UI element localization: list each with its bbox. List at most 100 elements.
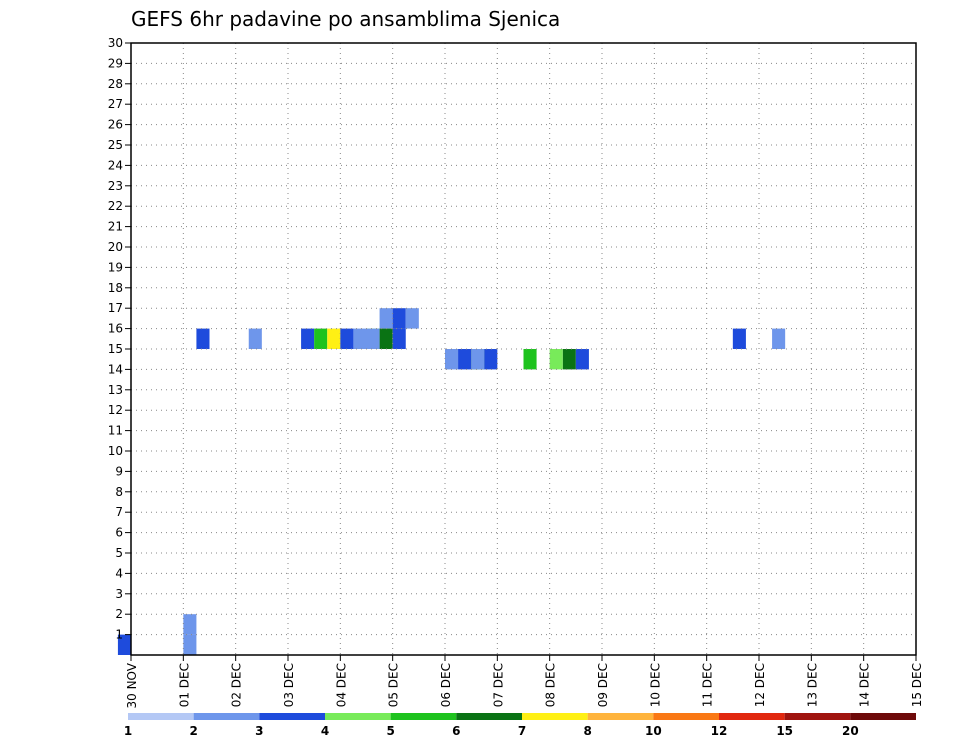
colorbar-label: 12 [711, 724, 728, 738]
x-tick-label: 02 DEC [230, 663, 244, 707]
colorbar-label: 8 [583, 724, 591, 738]
y-tick-label: 15 [108, 342, 123, 356]
y-tick-label: 8 [115, 485, 123, 499]
y-tick-label: 19 [108, 260, 123, 274]
heatmap-cell [117, 634, 131, 655]
heatmap-cell [562, 349, 576, 370]
x-tick-label: 15 DEC [910, 663, 924, 707]
colorbar-label: 3 [255, 724, 263, 738]
grid-lines [131, 43, 916, 655]
y-tick-label: 16 [108, 322, 123, 336]
colorbar-segment [784, 713, 851, 720]
y-tick-label: 20 [108, 240, 123, 254]
colorbar-label: 4 [321, 724, 329, 738]
heatmap-cell [327, 328, 341, 349]
y-tick-label: 6 [115, 526, 123, 540]
heatmap-cell [379, 308, 393, 329]
heatmap-cell [471, 349, 485, 370]
y-tick-label: 17 [108, 301, 123, 315]
x-tick-label: 06 DEC [439, 663, 453, 707]
y-tick-label: 18 [108, 281, 123, 295]
colorbar: 1 2 3 4 5 6 7 8 10 12 15 20 [124, 713, 916, 738]
y-tick-label: 4 [115, 566, 123, 580]
heatmap-cell [458, 349, 472, 370]
y-tick-label: 29 [108, 56, 123, 70]
y-tick-label: 7 [115, 505, 123, 519]
colorbar-label: 10 [645, 724, 662, 738]
colorbar-label: 2 [189, 724, 197, 738]
y-tick-label: 1 [115, 628, 123, 642]
x-tick-label: 01 DEC [177, 663, 191, 707]
heatmap-cell [405, 308, 419, 329]
colorbar-segment [193, 713, 260, 720]
heatmap-cell [772, 328, 786, 349]
x-tick-label: 08 DEC [544, 663, 558, 707]
colorbar-segment [587, 713, 654, 720]
heatmap-cell [183, 634, 197, 655]
y-tick-label: 10 [108, 444, 123, 458]
chart-title: GEFS 6hr padavine po ansamblima Sjenica [131, 7, 560, 31]
heatmap-cell [183, 614, 197, 635]
x-tick-label: 04 DEC [334, 663, 348, 707]
colorbar-label: 7 [518, 724, 526, 738]
heatmap-cell [353, 328, 367, 349]
x-axis: 30 NOV 01 DEC 02 DEC 03 DEC 04 DEC 05 DEC 06 D… [125, 655, 924, 709]
heatmap-cell [379, 328, 393, 349]
y-tick-label: 23 [108, 179, 123, 193]
y-tick-label: 21 [108, 220, 123, 234]
x-tick-label: 07 DEC [491, 663, 505, 707]
colorbar-segment [325, 713, 391, 720]
x-tick-label: 30 NOV [125, 662, 139, 708]
heatmap-cell [445, 349, 459, 370]
heatmap-cell [575, 349, 589, 370]
heatmap-cells [117, 308, 786, 655]
y-tick-label: 3 [115, 587, 123, 601]
heatmap-cell [549, 349, 563, 370]
colorbar-label: 1 [124, 724, 132, 738]
y-tick-label: 13 [108, 383, 123, 397]
y-tick-label: 26 [108, 118, 123, 132]
heatmap-cell [523, 349, 537, 370]
y-tick-label: 5 [115, 546, 123, 560]
colorbar-segment [128, 713, 194, 720]
colorbar-segment [390, 713, 457, 720]
heatmap-cell [248, 328, 262, 349]
y-tick-label: 11 [108, 424, 123, 438]
heatmap-cell [314, 328, 328, 349]
heatmap-cell [392, 328, 406, 349]
y-tick-label: 14 [108, 362, 123, 376]
heatmap-cell [732, 328, 746, 349]
heatmap-cell [196, 328, 210, 349]
colorbar-segment [456, 713, 522, 720]
x-tick-label: 12 DEC [753, 663, 767, 707]
y-tick-label: 9 [115, 464, 123, 478]
y-tick-label: 24 [108, 158, 123, 172]
heatmap-cell [484, 349, 498, 370]
y-axis: 1234567891011121314151617181920212223242… [108, 36, 131, 642]
x-tick-label: 13 DEC [805, 663, 819, 707]
x-tick-label: 05 DEC [387, 663, 401, 707]
colorbar-label: 15 [776, 724, 793, 738]
y-tick-label: 25 [108, 138, 123, 152]
x-tick-label: 03 DEC [282, 663, 296, 707]
x-tick-label: 10 DEC [648, 663, 662, 707]
colorbar-label: 20 [842, 724, 859, 738]
y-tick-label: 2 [115, 607, 123, 621]
heatmap-cell [366, 328, 380, 349]
y-tick-label: 22 [108, 199, 123, 213]
y-tick-label: 12 [108, 403, 123, 417]
x-tick-label: 11 DEC [701, 663, 715, 707]
colorbar-label: 5 [386, 724, 394, 738]
colorbar-label: 6 [452, 724, 460, 738]
y-tick-label: 30 [108, 36, 123, 50]
heatmap-cell [340, 328, 354, 349]
colorbar-segment [522, 713, 588, 720]
colorbar-segment [850, 713, 916, 720]
y-tick-label: 27 [108, 97, 123, 111]
colorbar-segment [653, 713, 719, 720]
colorbar-segment [719, 713, 785, 720]
x-tick-label: 14 DEC [858, 663, 872, 707]
x-tick-label: 09 DEC [596, 663, 610, 707]
heatmap-cell [301, 328, 315, 349]
